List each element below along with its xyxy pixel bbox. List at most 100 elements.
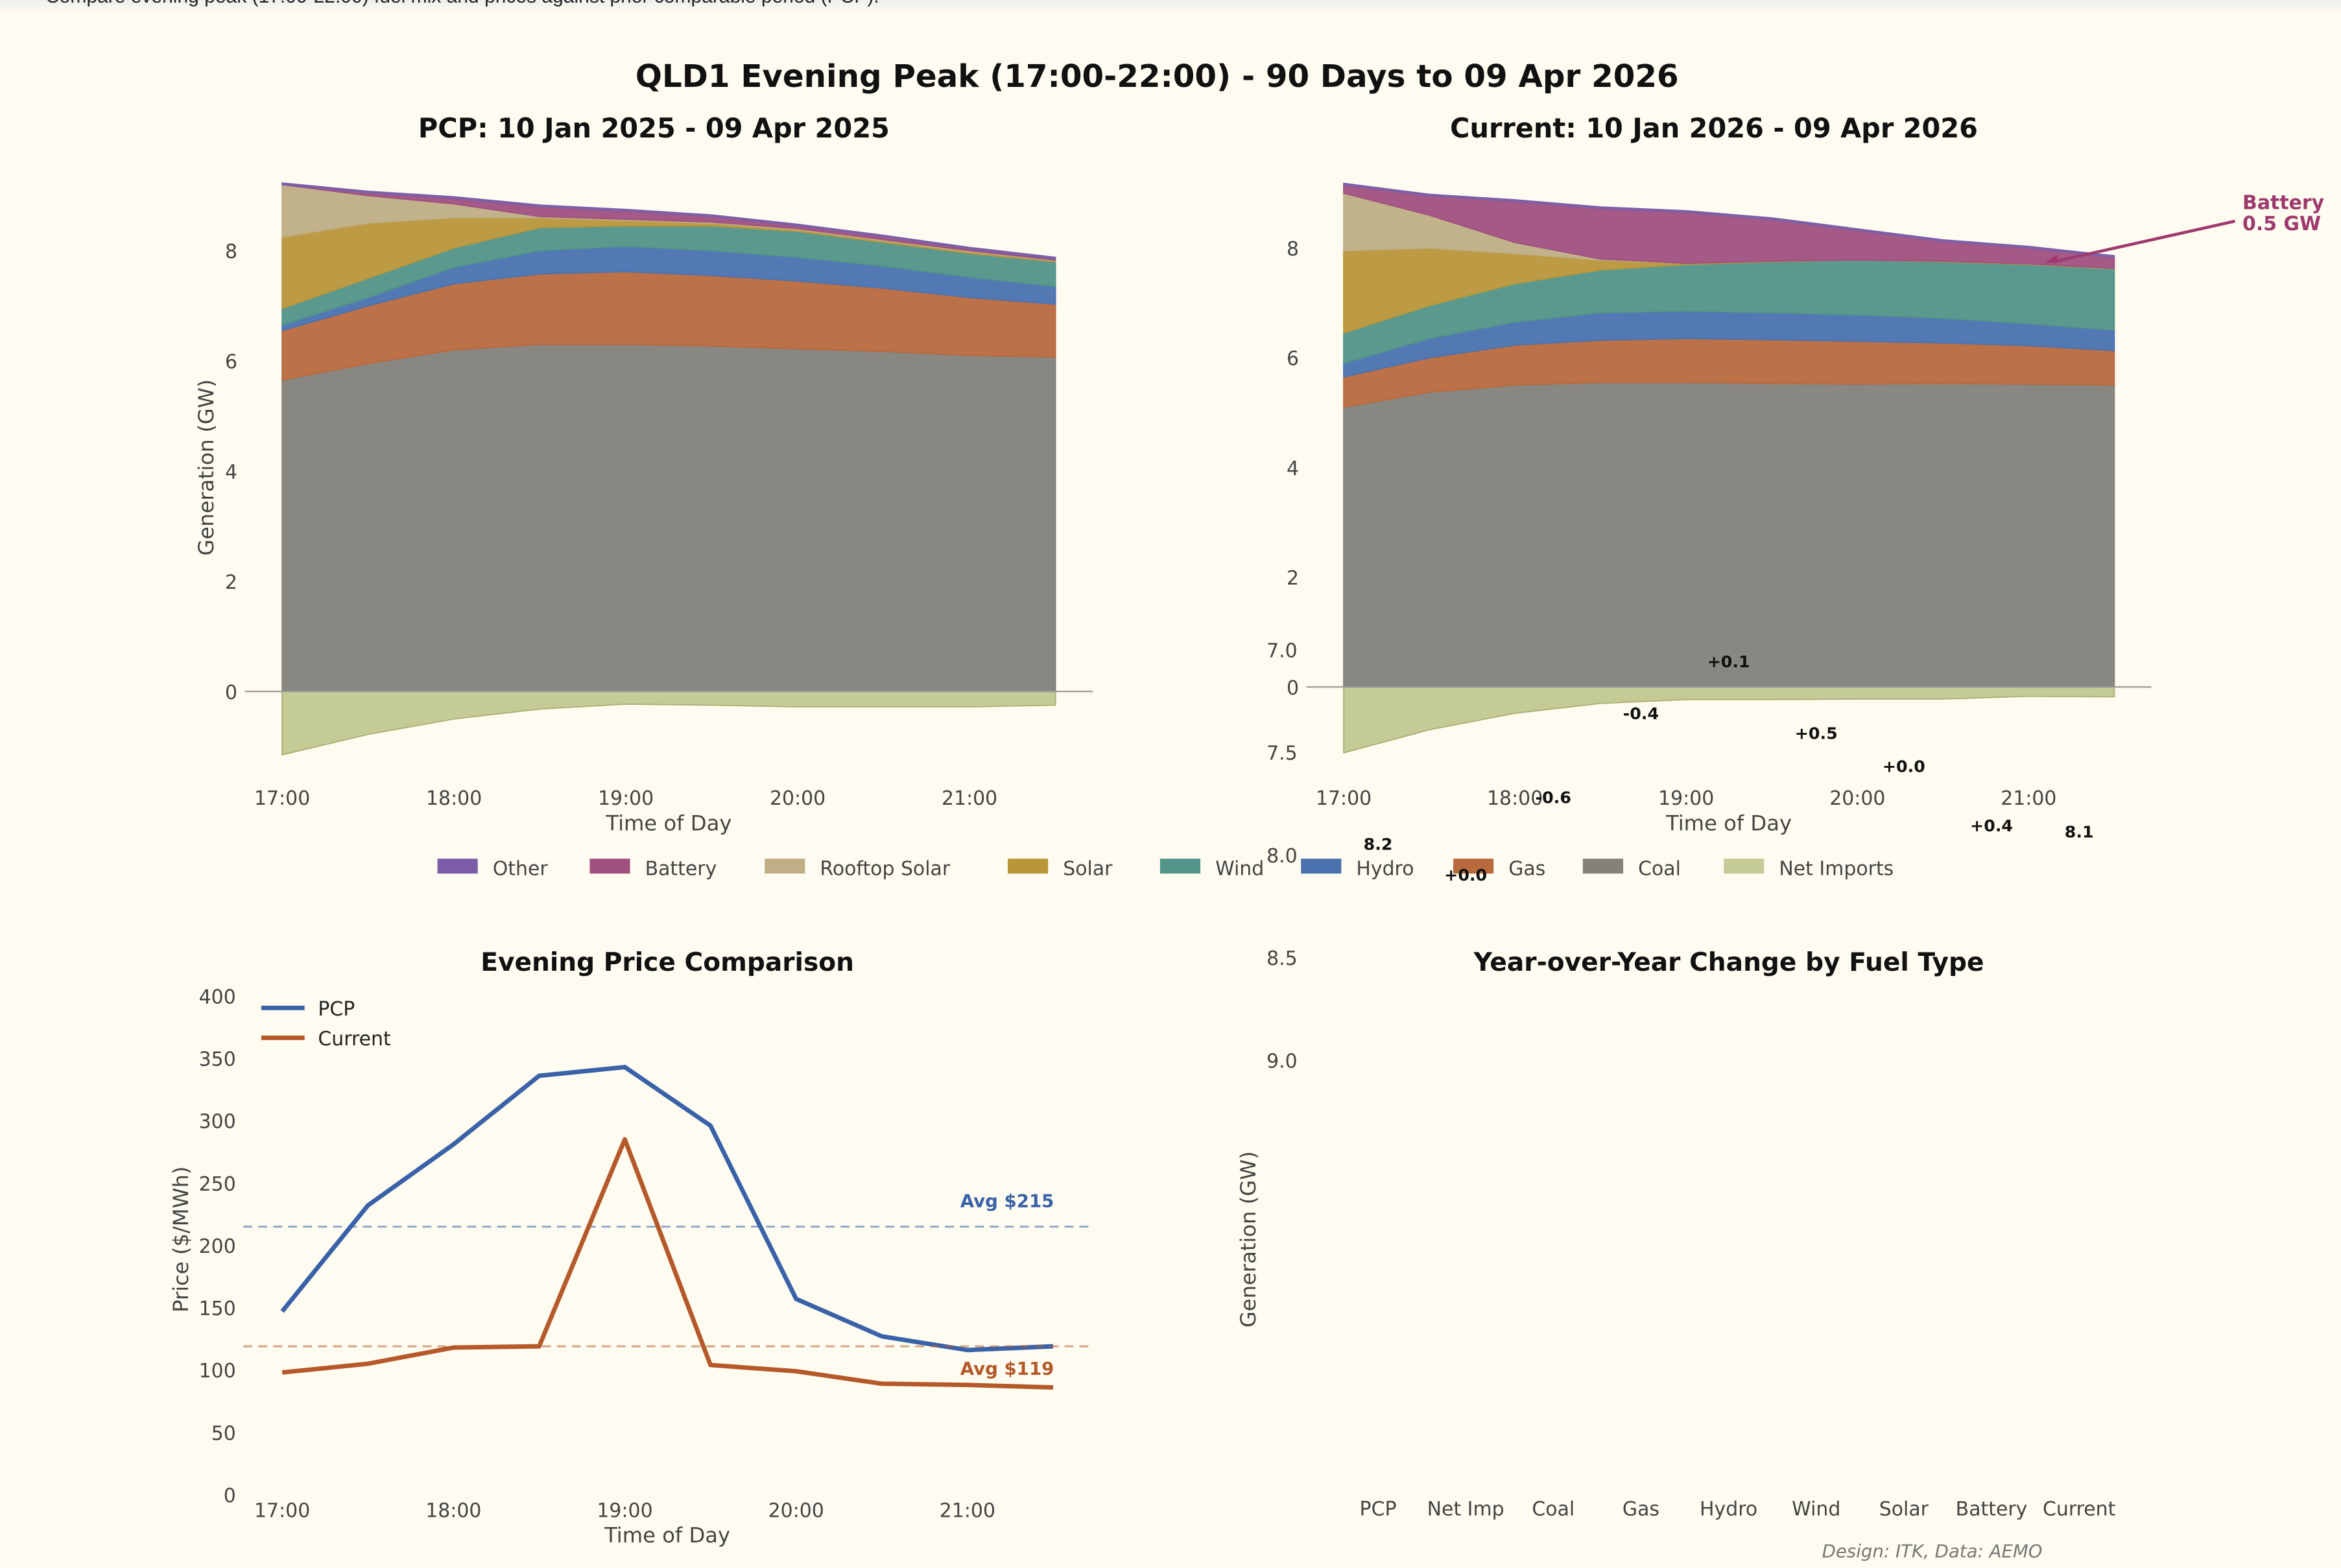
x-axis-label: Time of Day <box>605 811 731 835</box>
y-tick-label: 300 <box>199 1111 236 1134</box>
x-tick-label: 17:00 <box>254 787 310 810</box>
bar-value-label: 8.1 <box>2065 822 2094 842</box>
legend-label: PCP <box>318 998 355 1021</box>
bar-value-label: +0.0 <box>1883 756 1925 776</box>
bar-value-label: 8.2 <box>1364 835 1393 854</box>
y-tick-label: 9.0 <box>1266 1050 1298 1073</box>
description-note: Compare evening peak (17:00-22:00) fuel … <box>45 0 879 8</box>
y-axis-label: Generation (GW) <box>1236 1151 1261 1327</box>
y-tick-label: 200 <box>199 1235 236 1258</box>
x-tick-label: Gas <box>1622 1498 1659 1521</box>
legend-label: Coal <box>1638 857 1681 880</box>
x-tick-label: PCP <box>1360 1498 1397 1521</box>
y-tick-label: 4 <box>1287 457 1299 480</box>
legend-item-hydro: Hydro <box>1301 857 1414 880</box>
chart-title: Evening Price Comparison <box>481 948 854 977</box>
legend-item-coal: Coal <box>1582 857 1681 880</box>
y-axis-label: Generation (GW) <box>194 379 219 556</box>
y-tick-label: 8.5 <box>1266 947 1298 970</box>
legend-swatch <box>1724 859 1765 874</box>
y-tick-label: 4 <box>225 461 237 484</box>
y-tick-label: 7.0 <box>1266 639 1298 662</box>
area-net-imports <box>281 691 1056 756</box>
x-tick-label: 18:00 <box>1487 787 1543 810</box>
stack-chart-0: PCP: 10 Jan 2025 - 09 Apr 2025 0 2 4 6 8 17:00… <box>194 113 1093 835</box>
chart-title: Year-over-Year Change by Fuel Type <box>1473 948 1984 977</box>
x-tick-label: 18:00 <box>426 787 482 810</box>
bar-value-label: -0.6 <box>1536 788 1571 807</box>
legend-swatch <box>1159 859 1201 874</box>
area-coal <box>1343 381 2115 688</box>
legend-swatch <box>1582 859 1624 874</box>
y-tick-label: 350 <box>199 1049 236 1071</box>
x-tick-label: 21:00 <box>940 1499 995 1522</box>
legend-label: Battery <box>645 857 717 880</box>
legend-label: Hydro <box>1356 857 1414 880</box>
y-tick-label: 2 <box>225 571 237 594</box>
legend-label: Solar <box>1063 857 1113 880</box>
bar-value-label: +0.1 <box>1707 652 1750 671</box>
legend-item-net-imports: Net Imports <box>1724 857 1894 880</box>
x-tick-label: Current <box>2043 1498 2116 1521</box>
avg-label-current: Avg $119 <box>960 1358 1054 1379</box>
y-tick-label: 8 <box>225 241 237 263</box>
x-tick-label: 20:00 <box>1829 787 1885 810</box>
y-tick-label: 400 <box>199 986 236 1008</box>
y-tick-label: 2 <box>1287 567 1299 590</box>
legend-item-solar: Solar <box>1008 857 1113 880</box>
top-shade <box>0 0 2341 13</box>
legend-swatch <box>437 859 478 874</box>
x-tick-label: Net Imp <box>1427 1498 1504 1521</box>
chart-title: PCP: 10 Jan 2025 - 09 Apr 2025 <box>418 113 890 144</box>
legend-swatch <box>765 859 805 874</box>
legend-label: Current <box>318 1028 391 1051</box>
area-coal <box>281 344 1056 693</box>
y-tick-label: 150 <box>199 1298 236 1320</box>
annotation-arrowhead <box>2043 254 2059 264</box>
y-tick-label: 250 <box>199 1173 236 1196</box>
x-tick-label: Battery <box>1956 1498 2028 1521</box>
y-tick-label: 0 <box>1287 677 1299 700</box>
x-axis-label: Time of Day <box>1665 811 1792 835</box>
x-tick-label: 17:00 <box>1316 787 1372 810</box>
x-axis-label: Time of Day <box>604 1523 730 1548</box>
y-tick-label: 50 <box>211 1422 236 1445</box>
x-tick-label: 17:00 <box>254 1499 310 1522</box>
legend-item-gas: Gas <box>1453 857 1545 880</box>
x-tick-label: 18:00 <box>425 1499 481 1522</box>
x-tick-label: 19:00 <box>597 1499 652 1522</box>
legend-item-battery: Battery <box>589 857 717 880</box>
x-tick-label: Solar <box>1879 1498 1929 1521</box>
y-tick-label: 8.0 <box>1266 845 1298 868</box>
legend-label: Wind <box>1215 857 1264 880</box>
legend-item-rooftop-solar: Rooftop Solar <box>765 857 951 880</box>
legend-swatch <box>1301 859 1342 874</box>
x-tick-label: 19:00 <box>598 787 654 810</box>
y-tick-label: 6 <box>1287 348 1299 370</box>
area-other <box>281 182 1056 260</box>
x-tick-label: 20:00 <box>770 787 826 810</box>
legend: Other Battery Rooftop Solar Solar Wind Hydro G… <box>437 857 1894 880</box>
bar-value-label: -0.4 <box>1623 704 1659 723</box>
x-tick-label: 21:00 <box>942 787 997 810</box>
bar-value-label: +0.5 <box>1795 724 1838 743</box>
x-tick-label: Wind <box>1792 1498 1840 1521</box>
x-tick-label: Coal <box>1532 1498 1575 1521</box>
x-tick-label: 21:00 <box>2001 787 2056 810</box>
annotation-value: 0.5 GW <box>2242 213 2321 235</box>
x-tick-label: 20:00 <box>768 1499 824 1522</box>
stack-chart-1: Current: 10 Jan 2026 - 09 Apr 2026 0 2 4 6 8 1… <box>1287 113 2324 835</box>
bar-value-label: +0.4 <box>1970 816 2013 835</box>
legend-label: Rooftop Solar <box>820 857 950 880</box>
line-current <box>281 1137 1054 1390</box>
y-tick-label: 0 <box>225 682 237 704</box>
y-tick-label: 0 <box>224 1484 236 1507</box>
waterfall-chart: Year-over-Year Change by Fuel Type 7.0 7.5… <box>1236 639 2115 1521</box>
bar-value-label: +0.0 <box>1444 865 1487 885</box>
annotation-label: Battery <box>2242 192 2324 215</box>
suptitle: QLD1 Evening Peak (17:00-22:00) - 90 Day… <box>636 58 1679 95</box>
credit: Design: ITK, Data: AEMO <box>1822 1541 2043 1562</box>
chart-title: Current: 10 Jan 2026 - 09 Apr 2026 <box>1450 113 1978 144</box>
